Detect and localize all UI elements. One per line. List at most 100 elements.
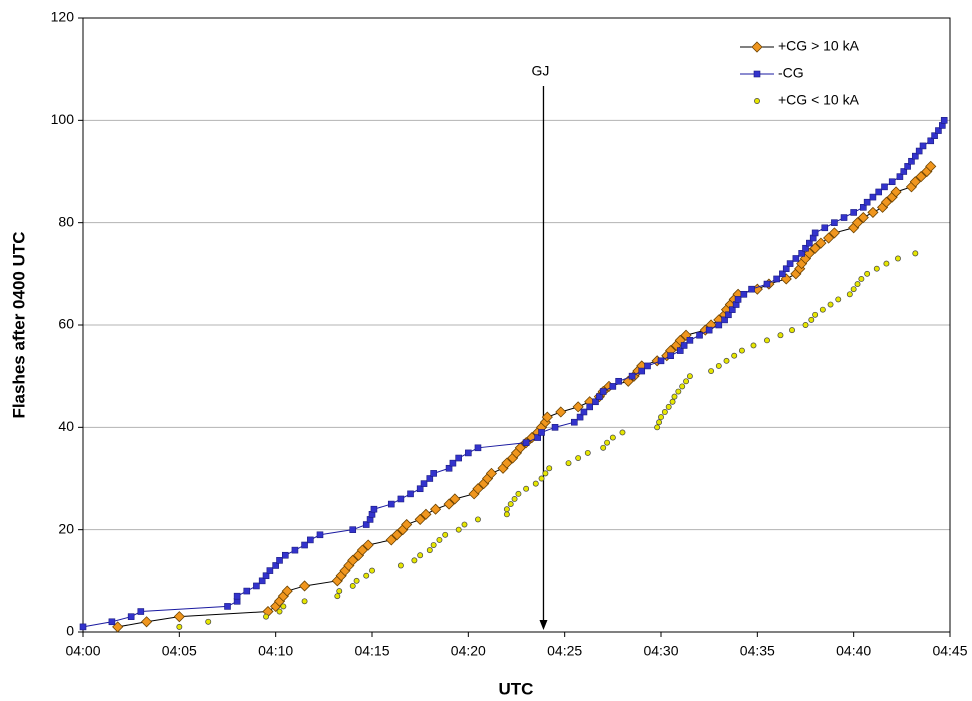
circle-marker <box>675 388 682 395</box>
circle-marker <box>835 296 842 303</box>
circle-marker <box>565 460 572 467</box>
diamond-marker <box>572 401 584 413</box>
square-marker <box>667 352 674 360</box>
square-marker <box>896 173 904 180</box>
diamond-marker <box>299 580 311 592</box>
diamond-marker <box>112 621 124 633</box>
square-marker <box>935 127 942 134</box>
square-marker <box>850 209 857 216</box>
x-tick-label: 04:40 <box>836 643 871 659</box>
square-marker <box>831 219 838 226</box>
square-marker <box>859 204 867 211</box>
legend-label: -CG <box>778 65 804 81</box>
y-tick-label: 60 <box>58 316 74 332</box>
square-marker <box>904 163 911 170</box>
square-marker <box>281 551 289 559</box>
y-tick-label: 80 <box>58 213 74 229</box>
square-marker <box>522 439 530 446</box>
diamond-marker <box>828 227 840 239</box>
square-marker <box>455 454 463 462</box>
square-marker <box>748 285 755 293</box>
circle-marker <box>661 409 668 415</box>
square-marker <box>387 500 395 508</box>
square-marker <box>465 449 472 457</box>
square-marker <box>806 239 813 247</box>
circle-marker <box>789 327 795 334</box>
square-marker <box>258 577 266 585</box>
circle-marker <box>515 490 522 497</box>
square-marker <box>940 117 948 124</box>
square-marker <box>420 480 428 487</box>
circle-marker <box>455 526 462 533</box>
square-marker <box>779 270 786 278</box>
square-marker <box>696 331 703 339</box>
annotation-label: GJ <box>532 63 550 79</box>
circle-marker <box>334 593 341 600</box>
square-marker <box>908 157 915 165</box>
circle-marker <box>263 613 269 620</box>
diamond-marker <box>362 539 374 551</box>
circle-marker <box>708 368 715 374</box>
diamond-marker <box>472 483 484 495</box>
circle-marker <box>600 444 607 451</box>
square-marker <box>445 464 453 472</box>
square-marker <box>840 214 848 221</box>
diamond-marker <box>501 457 513 469</box>
plot-frame <box>82 17 951 633</box>
square-marker <box>108 618 116 626</box>
diamond-marker <box>909 176 921 188</box>
circle-marker <box>669 398 676 405</box>
circle-marker <box>336 588 343 595</box>
circle-marker <box>858 276 865 282</box>
diamond-marker <box>780 273 792 285</box>
square-marker <box>301 541 308 549</box>
square-marker <box>449 459 457 467</box>
square-marker <box>821 224 829 232</box>
circle-marker <box>475 516 481 523</box>
circle-marker <box>442 531 449 538</box>
diamond-marker <box>880 196 892 208</box>
square-marker <box>262 572 270 580</box>
square-marker <box>725 311 732 319</box>
circle-marker <box>397 562 404 569</box>
diamond-marker <box>851 217 864 229</box>
diamond-marker <box>430 503 442 515</box>
circle-marker <box>363 572 370 579</box>
square-marker <box>680 342 688 349</box>
x-tick-label: 04:35 <box>740 643 775 659</box>
circle-marker <box>546 465 553 472</box>
square-marker <box>900 168 908 175</box>
square-marker <box>728 306 736 313</box>
square-marker <box>576 413 584 421</box>
square-marker <box>628 372 636 380</box>
circle-marker <box>777 332 784 339</box>
legend-marker <box>754 98 760 104</box>
square-marker <box>782 265 790 273</box>
diamond-marker <box>857 211 869 224</box>
square-marker <box>615 377 622 385</box>
diamond-marker <box>674 334 686 346</box>
arrow-head <box>539 620 548 630</box>
square-marker <box>869 193 877 201</box>
diamond-marker <box>823 232 835 244</box>
square-marker <box>863 198 871 206</box>
square-marker <box>927 137 935 145</box>
square-marker <box>276 557 283 564</box>
circle-marker <box>812 311 819 318</box>
square-marker <box>233 592 241 600</box>
diamond-marker <box>541 411 553 423</box>
square-marker <box>551 424 559 431</box>
circle-marker <box>538 475 545 482</box>
diamond-marker <box>420 508 432 520</box>
x-tick-label: 04:15 <box>354 643 389 659</box>
diamond-marker <box>449 493 461 505</box>
circle-marker <box>854 281 861 288</box>
square-marker <box>686 337 694 344</box>
square-marker <box>912 152 919 160</box>
square-marker <box>538 429 545 436</box>
square-marker <box>915 147 923 155</box>
square-marker <box>596 393 603 400</box>
square-marker <box>599 388 607 395</box>
circle-marker <box>411 557 418 564</box>
